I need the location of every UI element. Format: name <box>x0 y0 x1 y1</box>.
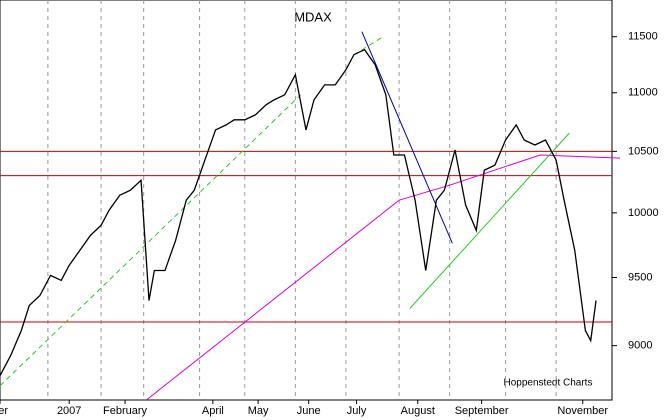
trend-line <box>361 31 453 244</box>
moving-average <box>146 154 621 401</box>
y-tick-label: 11000 <box>628 87 658 99</box>
x-tick-label: April <box>202 405 224 417</box>
x-tick-label: June <box>297 405 321 417</box>
y-tick-label: 11500 <box>628 31 658 43</box>
x-tick-label: February <box>103 405 148 417</box>
y-tick-label: 10500 <box>628 145 659 157</box>
x-tick-label: September <box>455 405 509 417</box>
trend-line <box>0 94 302 387</box>
x-tick-label: May <box>248 405 269 417</box>
chart-title: MDAX <box>294 9 332 24</box>
plot-frame <box>0 0 613 401</box>
trend-line <box>409 132 570 309</box>
source: Hoppenstedt Charts <box>504 378 593 389</box>
y-tick-label: 9500 <box>628 271 652 283</box>
y-tick-label: 9000 <box>628 340 652 352</box>
x-tick-label: er <box>0 405 8 417</box>
y-tick-label: 10000 <box>628 207 659 219</box>
x-tick-label: November <box>557 405 608 417</box>
price-line <box>0 48 597 376</box>
trend-line <box>353 36 384 56</box>
x-tick-label: 2007 <box>57 405 81 417</box>
x-tick-label: July <box>347 405 367 417</box>
x-tick-label: August <box>401 405 435 417</box>
